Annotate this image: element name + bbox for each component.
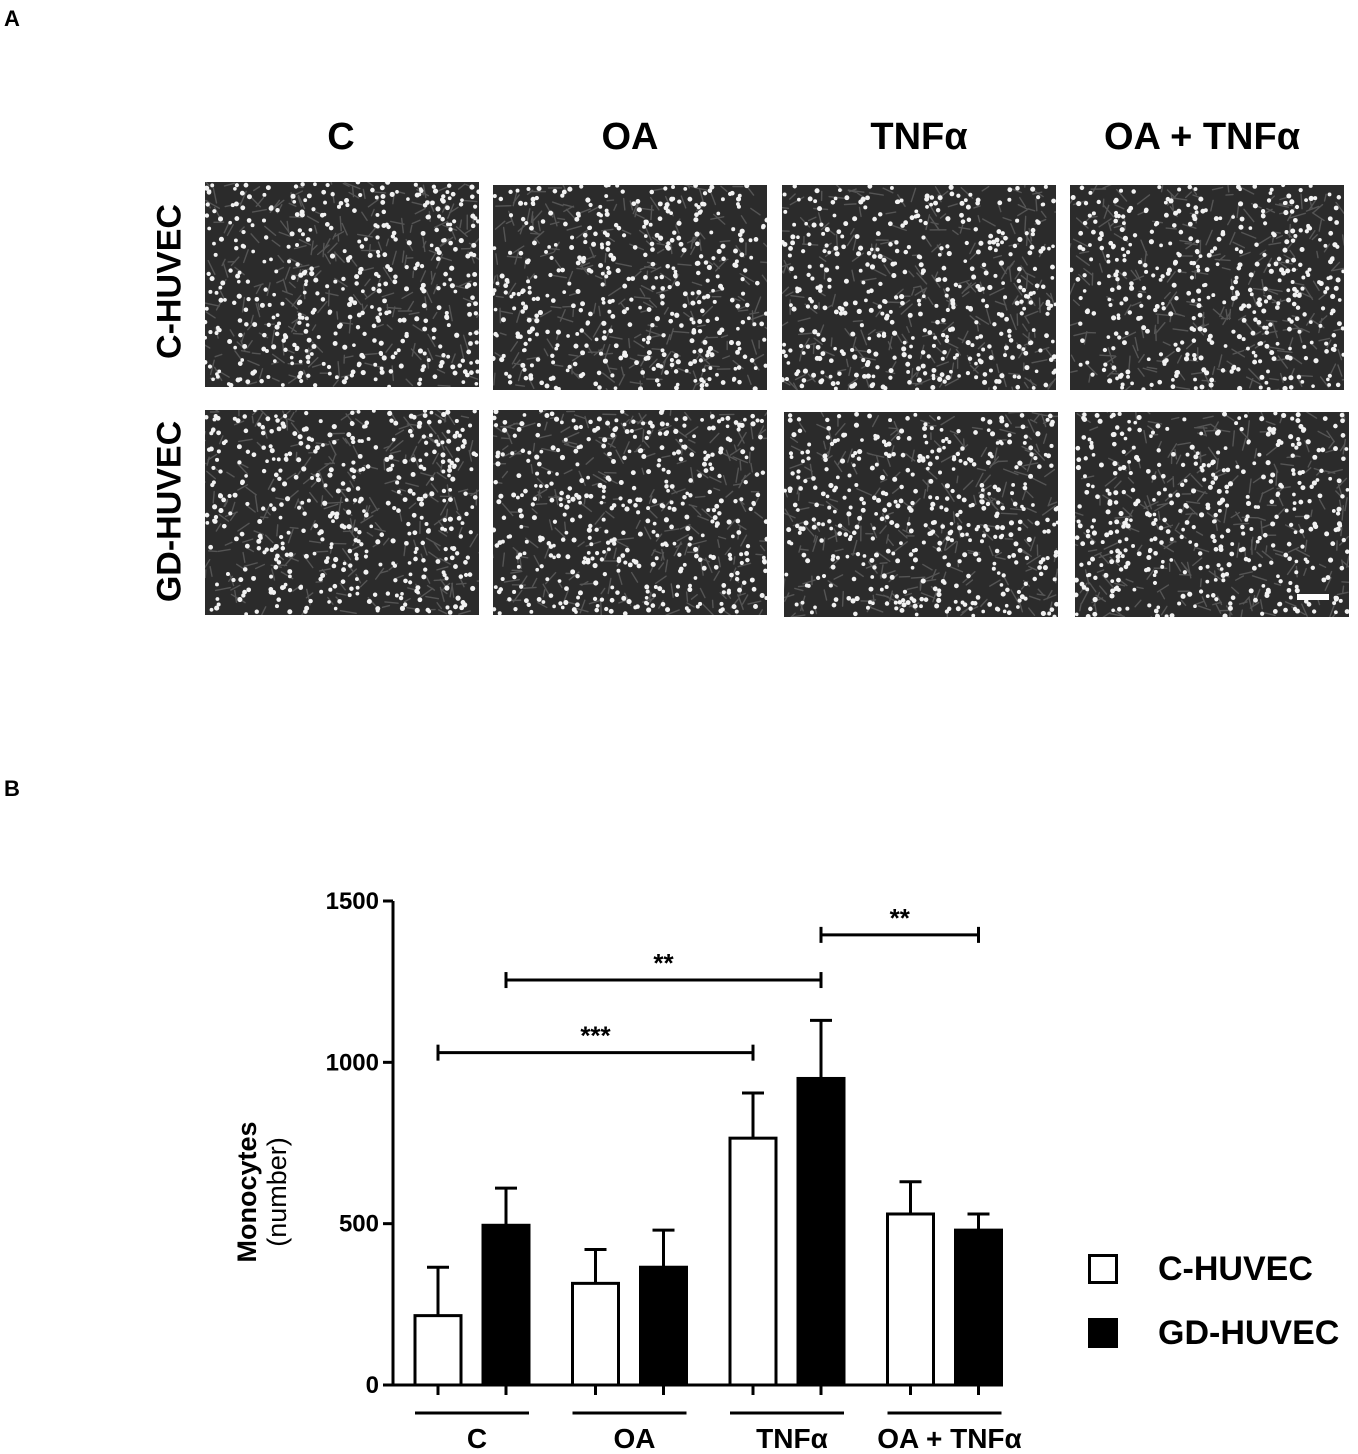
panel-b-letter: B xyxy=(4,776,20,801)
x-tick-label: TNFα xyxy=(756,1423,828,1454)
micrograph-c-huvec-oa xyxy=(493,185,767,390)
significance-label: *** xyxy=(580,1021,611,1051)
micrograph-c-huvec-tnfa xyxy=(782,185,1056,390)
legend: C-HUVEC GD-HUVEC xyxy=(1088,1248,1339,1376)
y-axis-label: Monocytes(number) xyxy=(232,1121,292,1262)
bar xyxy=(639,1265,688,1387)
bar xyxy=(954,1228,1003,1387)
row-header-gd-huvec: GD-HUVEC xyxy=(150,420,189,603)
bar xyxy=(886,1212,935,1387)
x-tick-label: OA + TNFα xyxy=(877,1423,1022,1454)
micrograph-gd-huvec-oa xyxy=(493,410,767,615)
panel-a-letter: A xyxy=(4,6,20,31)
significance-label: ** xyxy=(653,948,674,978)
scale-bar xyxy=(1297,594,1329,600)
x-tick-label: C xyxy=(467,1423,487,1454)
bar xyxy=(571,1281,620,1387)
bar-chart: 0 500 1000 1500 Monocytes(number) C OA TNFα OA +… xyxy=(232,888,1022,1454)
bar xyxy=(796,1076,846,1387)
legend-label-c-huvec: C-HUVEC xyxy=(1158,1249,1313,1288)
micrograph-gd-huvec-c xyxy=(205,410,479,615)
legend-item-gd-huvec: GD-HUVEC xyxy=(1088,1312,1339,1354)
legend-swatch-gd-huvec xyxy=(1088,1318,1118,1348)
row-header-c-huvec: C-HUVEC xyxy=(150,204,189,359)
micrograph-c-huvec-c xyxy=(205,182,479,387)
column-header-oa-tnfa: OA + TNFα xyxy=(1103,116,1301,158)
micrograph-c-huvec-oa-tnfa xyxy=(1070,185,1344,390)
legend-label-gd-huvec: GD-HUVEC xyxy=(1158,1313,1340,1352)
bar xyxy=(481,1223,531,1387)
y-tick-label: 1500 xyxy=(326,888,379,915)
column-header-c: C xyxy=(327,116,355,158)
column-header-tnfa: TNFα xyxy=(870,116,968,158)
legend-swatch-c-huvec xyxy=(1088,1254,1118,1284)
y-tick-label: 0 xyxy=(366,1372,379,1399)
micrograph-gd-huvec-tnfa xyxy=(784,412,1058,617)
x-tick-label: OA xyxy=(614,1423,656,1454)
legend-item-c-huvec: C-HUVEC xyxy=(1088,1248,1339,1290)
bar xyxy=(728,1136,778,1387)
column-header-oa: OA xyxy=(601,116,659,158)
y-tick-label: 1000 xyxy=(326,1049,379,1076)
micrograph-gd-huvec-oa-tnfa xyxy=(1075,412,1349,617)
y-tick-label: 500 xyxy=(339,1211,379,1238)
significance-label: ** xyxy=(890,903,911,933)
bar xyxy=(413,1314,463,1387)
